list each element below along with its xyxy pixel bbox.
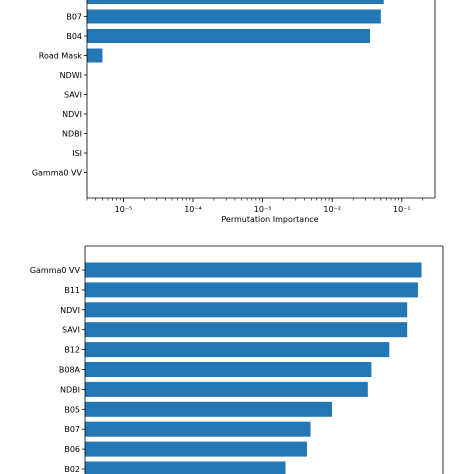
top-x-tick-label: 10⁻⁵ [115, 205, 133, 214]
top-y-tick-label: Gamma0 VV [32, 169, 83, 178]
bottom-chart: Gamma0 VV B11 NDVI SAVI B12 B08A NDBI B05 B07 B06… [30, 245, 444, 474]
top-chart: B07 B04 Road Mask NDWI SAVI NDVI NDBI ISI Gamma0… [32, 0, 436, 224]
top-y-tick-label: Road Mask [39, 52, 83, 61]
bottom-y-tick-label: B07 [64, 425, 80, 434]
top-bar [87, 0, 384, 4]
bottom-y-tick-label: Gamma0 VV [30, 266, 81, 275]
top-y-tick-label: ISI [72, 149, 82, 158]
bottom-bar [85, 441, 307, 457]
bottom-y-tick-label: NDBI [60, 385, 80, 394]
bottom-bar [85, 322, 408, 338]
top-bars [87, 0, 384, 63]
bottom-y-tick-label: B02 [64, 465, 80, 474]
bottom-y-tick-labels: Gamma0 VV B11 NDVI SAVI B12 B08A NDBI B05 B07 B06… [30, 266, 85, 474]
bottom-bar [85, 262, 422, 278]
top-bar [87, 9, 381, 24]
top-y-tick-label: SAVI [64, 91, 82, 100]
bottom-bars [85, 262, 422, 474]
bottom-bar [85, 282, 418, 298]
top-bar [87, 48, 103, 63]
top-y-tick-labels: B07 B04 Road Mask NDWI SAVI NDVI NDBI ISI Gamma0… [32, 13, 87, 178]
bottom-y-tick-label: NDVI [60, 306, 80, 315]
bottom-y-tick-label: B08A [59, 366, 81, 375]
bottom-bar [85, 461, 286, 474]
top-x-tick-label: 10⁻⁴ [184, 205, 202, 214]
top-y-tick-label: NDBI [62, 130, 82, 139]
top-x-tick-label: 10⁻² [323, 205, 341, 214]
top-bar [87, 29, 371, 43]
bottom-bar [85, 302, 408, 318]
bottom-bar [85, 381, 368, 397]
bottom-bar [85, 421, 311, 437]
top-x-tick-label: 10⁻¹ [393, 205, 411, 214]
bottom-bar [85, 401, 333, 417]
bottom-y-tick-label: B05 [64, 405, 80, 414]
bottom-y-tick-label: B06 [64, 445, 80, 454]
top-x-tick-label: 10⁻³ [254, 205, 272, 214]
bottom-bar [85, 362, 372, 377]
top-x-ticks: 10⁻⁵ 10⁻⁴ 10⁻³ 10⁻² 10⁻¹ [86, 198, 424, 214]
bottom-y-tick-label: SAVI [62, 326, 80, 335]
top-y-tick-label: B04 [66, 32, 82, 41]
top-y-tick-label: B07 [66, 13, 82, 22]
top-y-tick-label: NDVI [62, 110, 82, 119]
bottom-y-tick-label: B12 [64, 346, 80, 355]
top-y-tick-label: NDWI [60, 71, 82, 80]
bottom-y-tick-label: B11 [64, 286, 80, 295]
bottom-bar [85, 342, 390, 358]
top-x-axis-title: Permutation Importance [221, 215, 318, 224]
